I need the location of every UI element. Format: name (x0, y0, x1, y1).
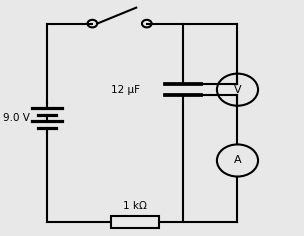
Text: 1 kΩ: 1 kΩ (123, 201, 147, 211)
FancyBboxPatch shape (110, 216, 159, 228)
Text: 12 μF: 12 μF (111, 85, 140, 95)
Text: V: V (234, 85, 241, 95)
Text: 9.0 V: 9.0 V (3, 113, 30, 123)
Text: A: A (234, 156, 241, 165)
